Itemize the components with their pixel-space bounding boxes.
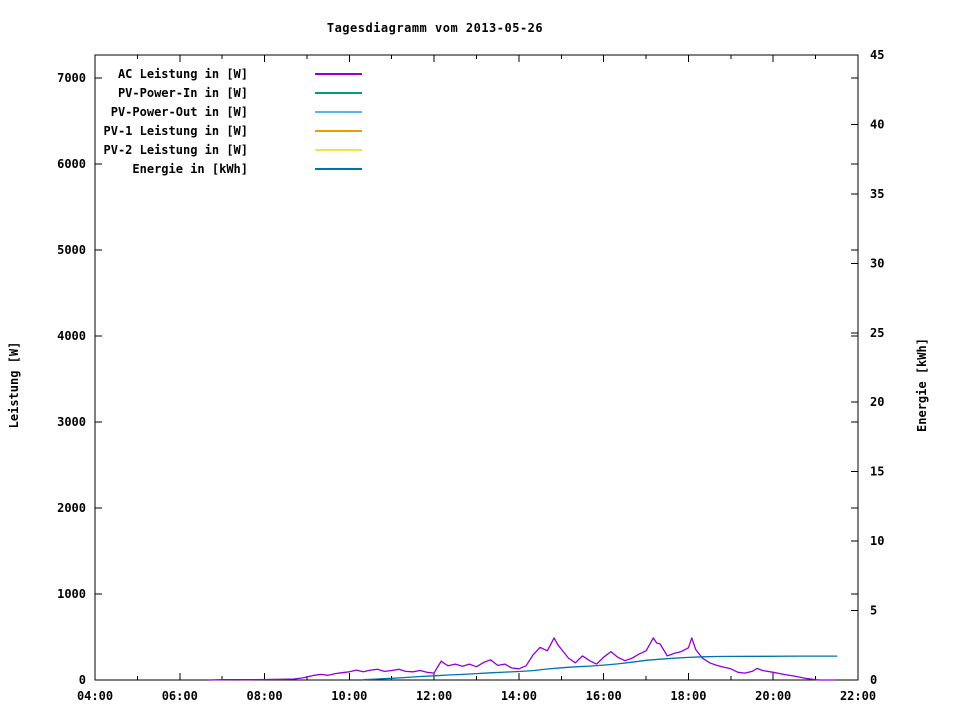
legend-label-3: PV-Power-Out in [W]	[111, 105, 248, 119]
y2-tick-label: 15	[870, 465, 884, 479]
legend-label-4: PV-1 Leistung in [W]	[104, 124, 249, 138]
x-tick-label: 12:00	[416, 689, 452, 703]
y2-tick-label: 5	[870, 604, 877, 618]
y1-tick-label: 2000	[57, 501, 86, 515]
x-tick-label: 16:00	[586, 689, 622, 703]
x-tick-label: 10:00	[331, 689, 367, 703]
y1-tick-label: 1000	[57, 587, 86, 601]
x-tick-label: 06:00	[162, 689, 198, 703]
chart-title: Tagesdiagramm vom 2013-05-26	[326, 21, 544, 35]
y2-tick-label: 45	[870, 48, 884, 62]
legend-label-6: Energie in [kWh]	[132, 162, 248, 176]
legend-label-5: PV-2 Leistung in [W]	[104, 143, 249, 157]
y2-tick-label: 10	[870, 534, 884, 548]
y2-tick-label: 0	[870, 673, 877, 687]
series-line-ac-leistung-in-w	[208, 637, 836, 681]
y1-tick-label: 0	[79, 673, 86, 687]
y2-tick-label: 40	[870, 117, 884, 131]
x-tick-label: 14:00	[501, 689, 537, 703]
y2-tick-label: 25	[870, 326, 884, 340]
x-tick-label: 18:00	[670, 689, 706, 703]
y1-tick-label: 7000	[57, 71, 86, 85]
y1-tick-label: 3000	[57, 415, 86, 429]
series-line-energie-in-kwh	[362, 655, 838, 681]
y1-tick-label: 5000	[57, 243, 86, 257]
y2-tick-label: 20	[870, 395, 884, 409]
x-tick-label: 08:00	[246, 689, 282, 703]
y2-tick-label: 35	[870, 187, 884, 201]
legend-label-2: PV-Power-In in [W]	[118, 86, 248, 100]
y1-tick-label: 4000	[57, 329, 86, 343]
x-tick-label: 20:00	[755, 689, 791, 703]
y2-tick-label: 30	[870, 256, 884, 270]
x-tick-label: 04:00	[77, 689, 113, 703]
x-tick-label: 22:00	[840, 689, 876, 703]
legend-label-1: AC Leistung in [W]	[118, 67, 248, 81]
y1-tick-label: 6000	[57, 157, 86, 171]
